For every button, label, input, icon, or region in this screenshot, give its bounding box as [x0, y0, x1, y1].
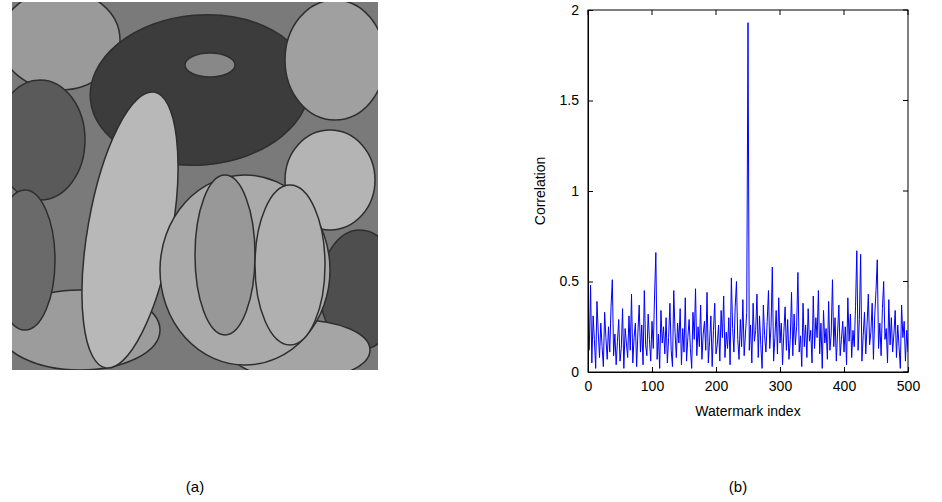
x-tick: 300	[769, 367, 793, 394]
x-tick: 400	[833, 367, 857, 394]
plot-background	[588, 10, 908, 372]
x-tick-mark	[780, 367, 781, 372]
y-tick-right	[903, 281, 908, 282]
x-axis-line	[589, 372, 909, 373]
plot-area	[589, 23, 908, 369]
y-axis-title: Correlation	[532, 157, 548, 225]
y-tick-label: 2	[571, 2, 579, 18]
panel-caption: (b)	[729, 478, 747, 495]
x-tick-mark	[908, 367, 909, 372]
x-tick-mark	[844, 367, 845, 372]
x-tick-label: 100	[641, 378, 665, 394]
y-tick-right	[903, 100, 908, 101]
x-tick-label: 200	[705, 378, 729, 394]
x-tick-top	[780, 10, 781, 15]
noisy-image	[12, 2, 378, 370]
x-tick-top	[844, 10, 845, 15]
x-tick: 100	[641, 367, 665, 394]
y-tick: 2	[571, 2, 593, 18]
x-tick-label: 500	[897, 378, 921, 394]
y-tick-mark	[588, 372, 593, 373]
plot-frame	[588, 10, 908, 372]
y-tick-label: 0	[571, 364, 579, 380]
y-tick-mark	[588, 10, 593, 11]
y-tick-mark	[588, 282, 593, 283]
y-tick-right	[903, 191, 908, 192]
image-background	[12, 2, 378, 370]
y-tick-mark	[588, 191, 593, 192]
x-tick-top	[652, 10, 653, 15]
x-tick-label: 300	[769, 378, 793, 394]
y-tick-right	[903, 10, 908, 11]
y-tick: 1.5	[560, 92, 593, 108]
y-tick: 1	[571, 183, 593, 199]
pepper-noise	[12, 2, 378, 370]
x-tick-top	[908, 10, 909, 15]
y-tick-label: 1.5	[560, 92, 580, 108]
y-tick: 0.5	[560, 273, 593, 289]
x-axis: 0 100 200 300 400 500	[585, 367, 921, 394]
x-tick-label: 400	[833, 378, 857, 394]
y-axis: 0 0.5 1 1.5 2	[560, 2, 593, 380]
mirror-ticks	[588, 10, 908, 372]
salt-noise	[12, 2, 378, 370]
x-tick-top	[716, 10, 717, 15]
y-tick-label: 0.5	[560, 273, 580, 289]
x-tick-mark	[716, 367, 717, 372]
x-tick-mark	[652, 367, 653, 372]
y-tick: 0	[571, 364, 593, 380]
correlation-line	[589, 23, 908, 369]
figure: (a) 0 100 200 300 400 500 0 0.5 1 1.5 2 Correlation W…	[0, 0, 942, 502]
y-tick-mark	[588, 101, 593, 102]
x-tick: 200	[705, 367, 729, 394]
x-tick: 500	[897, 367, 921, 394]
x-axis-title: Watermark index	[695, 403, 800, 419]
y-tick-label: 1	[571, 183, 579, 199]
x-tick-label: 0	[585, 378, 593, 394]
panel-caption: (a)	[186, 478, 204, 495]
